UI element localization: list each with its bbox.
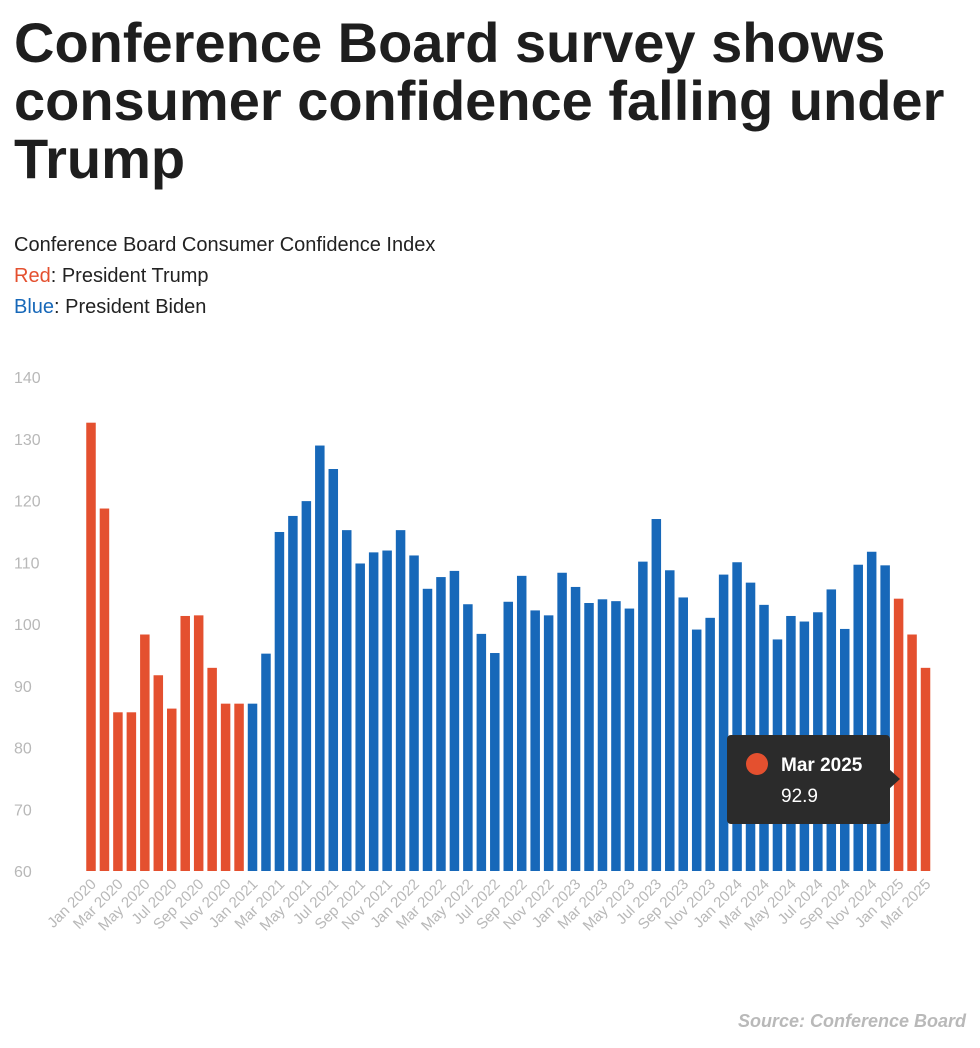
bar-jun-2022[interactable] [476,633,487,871]
bar-jul-2023[interactable] [651,519,662,871]
bar-jul-2020[interactable] [167,708,177,871]
y-tick-label: 120 [14,494,41,511]
bar-jun-2021[interactable] [315,445,325,871]
bar-oct-2024[interactable] [853,564,863,871]
y-axis: 60 70 80 90 100 110 120 130 140 [14,370,41,881]
bar-jan-2023[interactable] [570,586,581,871]
bar-feb-2021[interactable] [261,653,271,871]
bar-may-2022[interactable] [463,604,473,871]
bar-jun-2023[interactable] [638,561,648,871]
y-tick-label: 80 [14,741,32,758]
bar-oct-2021[interactable] [368,552,379,871]
bar-jul-2022[interactable] [490,653,500,871]
bar-jan-2021[interactable] [247,703,258,871]
bar-oct-2022[interactable] [530,610,540,871]
bar-jan-2024[interactable] [732,562,742,871]
bar-feb-2023[interactable] [584,603,594,871]
y-tick-label: 140 [14,370,41,387]
bar-nov-2023[interactable] [705,617,715,871]
bar-nov-2024[interactable] [866,551,877,871]
legend-biden: Blue: President Biden [14,296,206,319]
y-tick-label: 60 [14,864,32,881]
y-tick-label: 70 [14,802,32,819]
legend-biden-label: : President Biden [54,296,207,318]
legend-trump-color-word: Red [14,265,51,287]
y-tick-label: 110 [14,555,40,572]
legend-trump-label: : President Trump [50,265,209,287]
bar-dec-2021[interactable] [395,530,406,871]
bar-dec-2023[interactable] [718,574,729,871]
bar-dec-2022[interactable] [557,572,567,871]
bar-may-2021[interactable] [301,501,312,871]
bar-sep-2020[interactable] [193,615,204,871]
bar-aug-2020[interactable] [180,615,190,871]
tooltip-pointer [889,769,900,789]
bar-mar-2022[interactable] [436,577,446,871]
chart-title: Conference Board survey shows consumer c… [14,11,945,190]
tooltip: Mar 2025 92.9 [727,735,900,824]
bar-mar-2023[interactable] [597,599,608,871]
bar-jan-2022[interactable] [409,555,419,871]
tooltip-box [727,735,890,824]
chart-subtitle: Conference Board Consumer Confidence Ind… [14,234,436,256]
bar-jan-2025[interactable] [893,598,904,871]
bar-sep-2023[interactable] [678,597,688,871]
legend-trump: Red: President Trump [14,265,209,288]
bar-apr-2023[interactable] [611,601,621,871]
tooltip-value: 92.9 [781,786,818,807]
bar-feb-2020[interactable] [99,508,110,871]
bar-aug-2022[interactable] [503,601,514,871]
y-tick-label: 90 [14,679,32,696]
y-tick-label: 130 [14,432,41,449]
source-note: Source: Conference Board [737,1011,966,1031]
bar-aug-2021[interactable] [341,530,352,871]
bar-nov-2021[interactable] [382,550,392,871]
bar-dec-2020[interactable] [234,703,244,871]
bar-oct-2020[interactable] [207,667,217,871]
bar-sep-2021[interactable] [355,563,365,871]
bar-dec-2024[interactable] [880,565,890,871]
bar-feb-2022[interactable] [422,588,433,871]
bar-apr-2022[interactable] [449,570,460,871]
bar-aug-2024[interactable] [826,589,837,871]
bar-apr-2020[interactable] [126,712,137,871]
tooltip-label: Mar 2025 [781,755,863,776]
bar-jul-2021[interactable] [328,469,339,871]
bar-jun-2020[interactable] [153,675,164,871]
bar-sep-2022[interactable] [516,575,527,871]
bar-jan-2020[interactable] [86,422,96,871]
bar-may-2020[interactable] [140,634,150,872]
legend-biden-color-word: Blue [14,296,55,318]
bar-feb-2025[interactable] [907,634,917,872]
bar-oct-2023[interactable] [691,629,702,871]
bar-mar-2020[interactable] [113,712,123,871]
bar-nov-2020[interactable] [220,703,231,871]
bar-mar-2021[interactable] [274,531,285,871]
bar-apr-2021[interactable] [288,515,298,871]
bar-aug-2023[interactable] [665,570,675,871]
bar-mar-2025[interactable] [920,667,931,871]
bar-nov-2022[interactable] [543,615,554,871]
bar-may-2023[interactable] [624,608,635,871]
tooltip-marker [746,753,768,775]
bar-feb-2024[interactable] [745,582,756,871]
y-tick-label: 100 [14,617,41,634]
